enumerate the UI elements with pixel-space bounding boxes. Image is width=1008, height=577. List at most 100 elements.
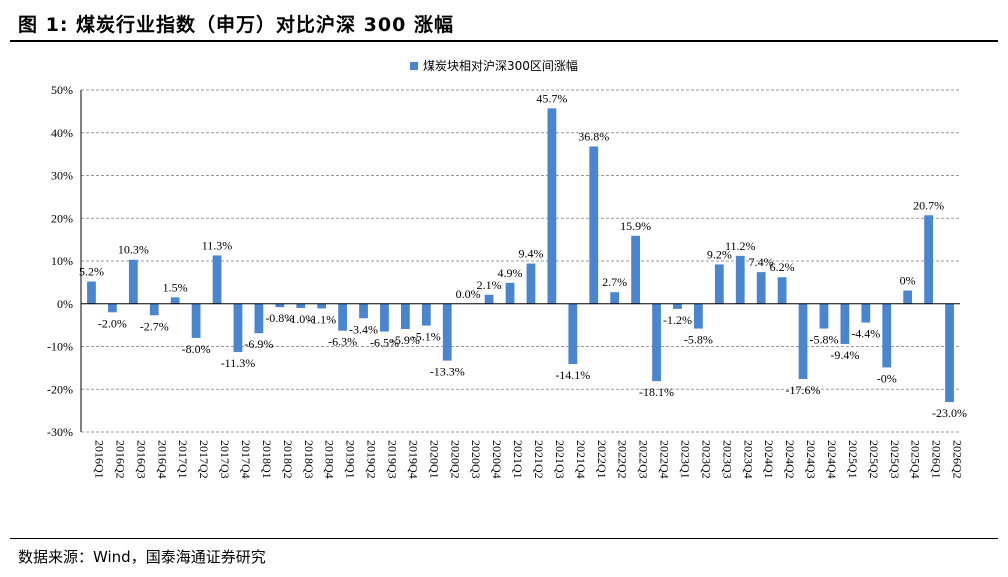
bar [505, 282, 515, 304]
bar [275, 303, 285, 308]
data-label: -6.5% [370, 336, 399, 350]
bar [107, 303, 117, 313]
data-label: -23.0% [932, 406, 967, 420]
x-tick-label: 2018Q2 [281, 440, 295, 479]
y-tick-label: -20% [47, 382, 73, 396]
x-tick-label: 2023Q2 [699, 440, 713, 479]
bar [819, 303, 829, 329]
x-tick-label: 2019Q1 [344, 440, 358, 479]
bar [861, 303, 871, 323]
data-label: 5.2% [79, 265, 104, 279]
x-tick-label: 2023Q3 [720, 440, 734, 479]
data-label: -0% [877, 371, 897, 385]
y-tick-label: 20% [51, 211, 73, 225]
x-tick-label: 2025Q4 [909, 440, 923, 479]
bar [589, 146, 599, 304]
bar [233, 303, 243, 353]
bar [777, 277, 787, 304]
x-tick-label: 2020Q1 [427, 440, 441, 479]
data-label: 0% [900, 273, 916, 287]
figure-title: 图 1: 煤炭行业指数（申万）对比沪深 300 涨幅 [18, 14, 454, 36]
data-label: -5.8% [684, 333, 713, 347]
x-tick-label: 2019Q4 [406, 440, 420, 479]
y-tick-label: -30% [47, 425, 73, 439]
data-label: -2.0% [98, 316, 127, 330]
x-tick-label: 2020Q3 [469, 440, 483, 479]
data-label: -5.8% [809, 333, 838, 347]
data-label: -0.8% [265, 311, 294, 325]
data-label: 20.7% [913, 198, 944, 212]
x-tick-label: 2022Q1 [595, 440, 609, 479]
bar [798, 303, 808, 379]
x-tick-label: 2017Q1 [176, 440, 190, 479]
bar [400, 303, 410, 329]
data-label: 2.1% [477, 278, 502, 292]
bar [170, 297, 180, 304]
data-label: -11.3% [221, 356, 256, 370]
data-label: -1.2% [663, 313, 692, 327]
x-tick-label: 2017Q4 [239, 440, 253, 479]
x-tick-label: 2024Q4 [825, 440, 839, 479]
bar [673, 303, 682, 309]
x-tick-label: 2016Q3 [134, 440, 148, 479]
bar [212, 255, 222, 304]
data-label: -1.0% [286, 312, 315, 326]
bar [610, 292, 620, 304]
bar [254, 303, 264, 334]
legend-label: 煤炭块相对沪深300区间涨幅 [423, 58, 578, 73]
data-label: 11.2% [725, 239, 756, 253]
x-tick-label: 2019Q2 [365, 440, 379, 479]
bar [191, 303, 201, 338]
x-tick-label: 2018Q4 [323, 440, 337, 479]
data-label: 7.4% [749, 255, 774, 269]
bar [631, 235, 641, 304]
bar [296, 303, 306, 309]
data-label: -18.1% [639, 385, 674, 399]
data-label: 0.0% [456, 287, 481, 301]
x-tick-label: 2021Q4 [574, 440, 588, 479]
x-tick-label: 2024Q2 [783, 440, 797, 479]
data-label: -6.3% [328, 335, 357, 349]
data-label: 2.7% [602, 275, 627, 289]
data-label: 15.9% [620, 219, 651, 233]
data-label: 45.7% [536, 91, 567, 105]
bar [840, 303, 850, 344]
bar [924, 215, 934, 304]
x-tick-label: 2025Q1 [846, 440, 860, 479]
bar [714, 264, 724, 304]
bar [945, 303, 954, 403]
footer-rule [10, 538, 998, 539]
bar [693, 303, 703, 329]
y-tick-label: 30% [51, 169, 73, 183]
x-tick-label: 2016Q1 [92, 440, 106, 479]
bar [128, 259, 138, 304]
data-label: 10.3% [118, 243, 149, 257]
y-tick-label: 40% [51, 126, 73, 140]
x-tick-label: 2020Q4 [490, 440, 504, 479]
data-label: 9.2% [707, 247, 732, 261]
data-label: 9.4% [518, 247, 543, 261]
data-label: -5.9% [391, 333, 420, 347]
bar [359, 303, 368, 319]
data-label: -3.4% [349, 322, 378, 336]
bar [149, 303, 159, 316]
x-tick-label: 2026Q1 [930, 440, 944, 479]
x-tick-label: 2017Q2 [197, 440, 211, 479]
data-label: -6.9% [244, 337, 273, 351]
data-label: -4.4% [851, 327, 880, 341]
bar [903, 290, 913, 304]
data-label: -17.6% [786, 383, 821, 397]
data-label: 11.3% [202, 238, 233, 252]
y-tick-label: -10% [47, 340, 73, 354]
bar [547, 108, 557, 304]
bar-chart: -30% -20% -10% 0% 10% 20% 30% 40% 50% 5.2% -2.0% 10… [47, 58, 967, 479]
data-label: 36.8% [578, 129, 609, 143]
data-label: -1.1% [307, 312, 336, 326]
bar [568, 303, 578, 365]
bar [484, 294, 494, 304]
x-tick-label: 2016Q2 [113, 440, 127, 479]
data-label: -14.1% [555, 368, 590, 382]
bar [652, 303, 661, 382]
x-tick-label: 2022Q3 [637, 440, 651, 479]
x-tick-label: 2024Q1 [762, 440, 776, 479]
